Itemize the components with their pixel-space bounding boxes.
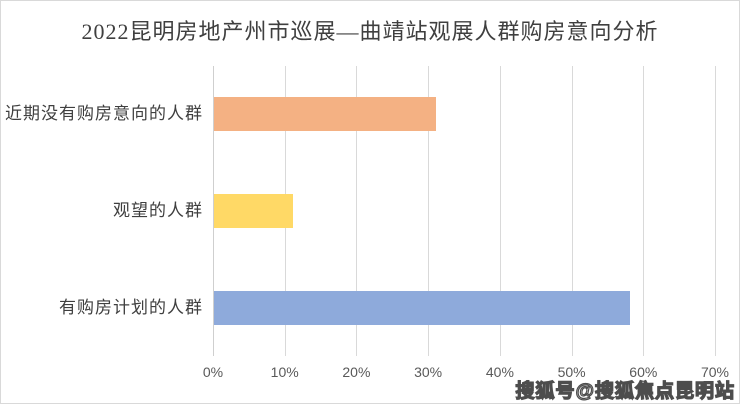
x-tick-label: 30% — [414, 364, 443, 380]
gridline-30% — [428, 66, 430, 356]
plot-area — [213, 66, 716, 356]
bar-近期没有购房意向的人群 — [214, 97, 437, 132]
x-tick-label: 50% — [557, 364, 586, 380]
bar-有购房计划的人群 — [214, 290, 630, 325]
gridline-40% — [499, 66, 501, 356]
category-label: 有购房计划的人群 — [59, 297, 203, 317]
y-axis-line — [213, 66, 214, 356]
gridline-60% — [643, 66, 645, 356]
x-tick-label: 40% — [485, 364, 514, 380]
x-tick-label: 0% — [202, 364, 224, 380]
gridline-20% — [356, 66, 358, 356]
watermark: 搜狐号@搜狐焦点昆明站 — [515, 380, 735, 402]
category-label: 观望的人群 — [113, 201, 203, 220]
category-label: 近期没有购房意向的人群 — [5, 104, 203, 124]
x-tick-label: 70% — [700, 364, 730, 380]
chart-title: 2022昆明房地产州市巡展—曲靖站观展人群购房意向分析 — [81, 19, 659, 44]
bar-观望的人群 — [214, 194, 293, 228]
x-tick-label: 10% — [270, 364, 299, 380]
x-tick-label: 60% — [629, 364, 658, 380]
gridline-50% — [571, 66, 573, 356]
gridline-70% — [715, 66, 716, 356]
x-tick-label: 20% — [342, 364, 371, 380]
